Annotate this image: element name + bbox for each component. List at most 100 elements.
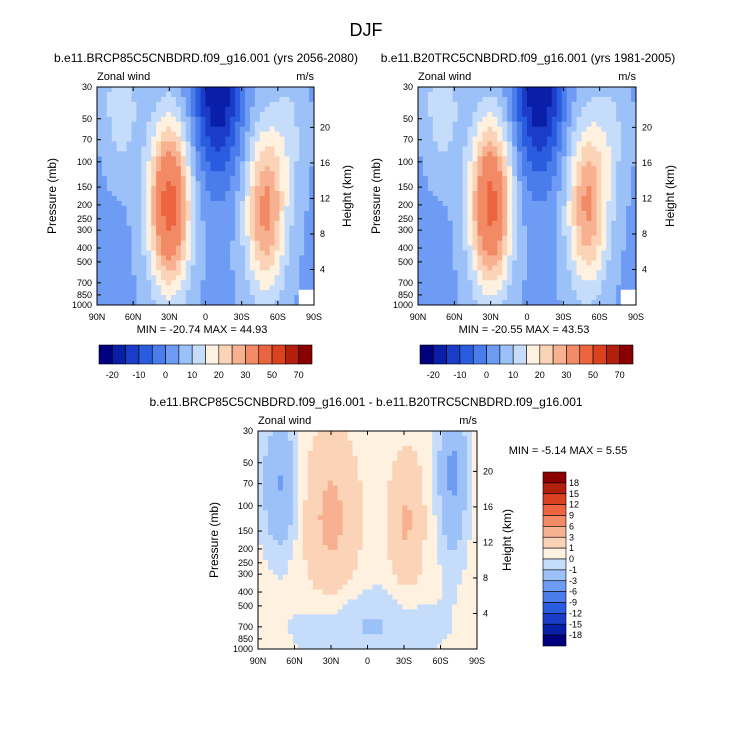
field-cell (176, 226, 181, 231)
field-cell (294, 196, 299, 201)
field-cell (611, 117, 616, 122)
field-cell (278, 431, 283, 436)
field-cell (492, 151, 497, 156)
field-cell (156, 211, 161, 216)
field-cell (626, 156, 631, 161)
field-cell (288, 545, 293, 550)
field-cell (611, 275, 616, 280)
field-cell (176, 265, 181, 270)
field-cell (230, 97, 235, 102)
field-cell (270, 127, 275, 132)
field-cell (141, 216, 146, 221)
colorbar-box (580, 345, 593, 364)
field-cell (318, 609, 323, 614)
field-cell (313, 550, 318, 555)
field-cell (443, 137, 448, 142)
field-cell (502, 255, 507, 260)
field-cell (289, 156, 294, 161)
field-cell (562, 107, 567, 112)
field-cell (122, 142, 127, 147)
field-cell (333, 580, 338, 585)
field-cell (181, 87, 186, 92)
field-cell (191, 146, 196, 151)
field-cell (591, 117, 596, 122)
field-cell (547, 171, 552, 176)
field-cell (562, 97, 567, 102)
field-cell (107, 216, 112, 221)
field-cell (171, 102, 176, 107)
field-cell (146, 295, 151, 300)
field-cell (210, 201, 215, 206)
field-cell (151, 265, 156, 270)
field-cell (268, 619, 273, 624)
field-cell (577, 260, 582, 265)
field-cell (353, 505, 358, 510)
field-cell (463, 92, 468, 97)
field-cell (245, 196, 250, 201)
field-cell (473, 97, 478, 102)
field-cell (191, 127, 196, 132)
field-cell (191, 117, 196, 122)
field-cell (582, 221, 587, 226)
field-cell (328, 500, 333, 505)
field-cell (156, 127, 161, 132)
field-cell (453, 270, 458, 275)
field-cell (141, 236, 146, 241)
field-cell (616, 127, 621, 132)
field-cell (502, 117, 507, 122)
field-cell (171, 255, 176, 260)
field-cell (288, 476, 293, 481)
field-cell (191, 181, 196, 186)
field-cell (591, 176, 596, 181)
field-cell (606, 201, 611, 206)
field-cell (275, 231, 280, 236)
field-cell (542, 92, 547, 97)
field-cell (596, 236, 601, 241)
field-cell (562, 196, 567, 201)
field-cell (527, 191, 532, 196)
field-cell (343, 585, 348, 590)
field-cell (156, 117, 161, 122)
field-cell (482, 161, 487, 166)
field-cell (107, 132, 112, 137)
field-cell (577, 151, 582, 156)
field-cell (156, 216, 161, 221)
field-cell (265, 280, 270, 285)
field-cell (358, 560, 363, 565)
field-cell (582, 216, 587, 221)
field-cell (428, 146, 433, 151)
field-cell (258, 495, 263, 500)
field-cell (304, 275, 309, 280)
field-cell (283, 634, 288, 639)
field-cell (318, 590, 323, 595)
field-cell (348, 609, 353, 614)
field-cell (102, 201, 107, 206)
field-cell (273, 441, 278, 446)
field-cell (176, 171, 181, 176)
field-cell (547, 92, 552, 97)
field-cell (468, 236, 473, 241)
field-cell (270, 191, 275, 196)
field-cell (215, 156, 220, 161)
field-cell (245, 87, 250, 92)
field-cell (132, 87, 137, 92)
field-cell (191, 112, 196, 117)
field-cell (293, 550, 298, 555)
field-cell (567, 290, 572, 295)
field-cell (527, 280, 532, 285)
field-cell (582, 132, 587, 137)
field-cell (616, 216, 621, 221)
field-cell (122, 290, 127, 295)
field-cell (358, 471, 363, 476)
field-cell (273, 530, 278, 535)
field-cell (136, 166, 141, 171)
field-cell (122, 137, 127, 142)
field-cell (522, 280, 527, 285)
colorbar-label: 50 (588, 370, 598, 380)
colorbar-box (500, 345, 513, 364)
field-cell (235, 97, 240, 102)
field-cell (567, 280, 572, 285)
field-cell (517, 211, 522, 216)
field-cell (220, 151, 225, 156)
field-cell (621, 92, 626, 97)
